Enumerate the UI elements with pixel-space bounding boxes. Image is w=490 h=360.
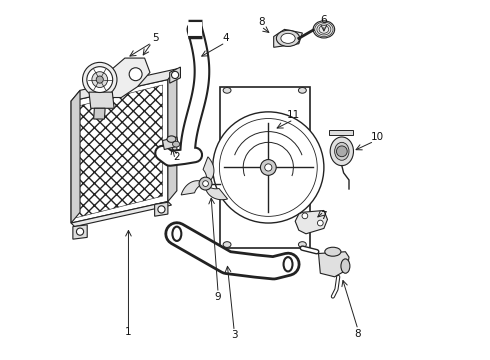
Polygon shape (220, 87, 310, 248)
Polygon shape (76, 85, 163, 218)
Circle shape (220, 118, 317, 216)
Polygon shape (71, 80, 168, 223)
Text: 7: 7 (320, 211, 327, 221)
Text: 8: 8 (355, 329, 361, 339)
Ellipse shape (313, 21, 335, 38)
Ellipse shape (223, 242, 231, 247)
Circle shape (318, 220, 323, 226)
Ellipse shape (298, 242, 306, 247)
Text: 2: 2 (173, 152, 180, 162)
Text: 6: 6 (320, 15, 327, 26)
Ellipse shape (330, 137, 353, 166)
Circle shape (213, 112, 324, 223)
Polygon shape (329, 130, 353, 135)
Polygon shape (71, 69, 177, 101)
Text: 3: 3 (231, 330, 238, 340)
Polygon shape (89, 92, 114, 108)
Circle shape (82, 62, 117, 97)
Circle shape (87, 67, 113, 93)
Polygon shape (201, 157, 214, 188)
Polygon shape (274, 30, 302, 47)
Polygon shape (98, 58, 150, 98)
Circle shape (92, 72, 108, 87)
Circle shape (203, 181, 208, 186)
Polygon shape (71, 202, 172, 226)
Polygon shape (170, 67, 180, 83)
Text: 4: 4 (222, 33, 229, 43)
Ellipse shape (223, 87, 231, 93)
Ellipse shape (172, 141, 180, 147)
Circle shape (96, 76, 103, 83)
Text: 10: 10 (371, 132, 384, 142)
Circle shape (302, 213, 308, 219)
Circle shape (199, 177, 212, 190)
Ellipse shape (335, 142, 349, 160)
Circle shape (158, 206, 165, 213)
Circle shape (337, 146, 347, 157)
Polygon shape (181, 181, 212, 195)
Polygon shape (318, 252, 349, 277)
Text: 8: 8 (258, 17, 265, 27)
Polygon shape (155, 202, 168, 216)
Polygon shape (71, 90, 80, 223)
Ellipse shape (167, 136, 176, 142)
Circle shape (76, 228, 84, 235)
Text: 11: 11 (287, 111, 300, 121)
Text: 1: 1 (125, 327, 132, 337)
Ellipse shape (298, 87, 306, 93)
Polygon shape (73, 225, 87, 239)
Polygon shape (163, 137, 179, 149)
Text: 5: 5 (152, 33, 159, 43)
Circle shape (260, 159, 276, 175)
Ellipse shape (341, 259, 350, 273)
Polygon shape (295, 211, 327, 234)
Ellipse shape (276, 30, 300, 46)
Polygon shape (94, 108, 105, 119)
Polygon shape (203, 178, 227, 200)
Circle shape (129, 68, 142, 81)
Text: 9: 9 (215, 292, 221, 302)
Ellipse shape (281, 33, 295, 43)
Circle shape (172, 71, 179, 78)
Circle shape (265, 164, 272, 171)
Ellipse shape (325, 247, 341, 256)
Polygon shape (168, 69, 177, 202)
